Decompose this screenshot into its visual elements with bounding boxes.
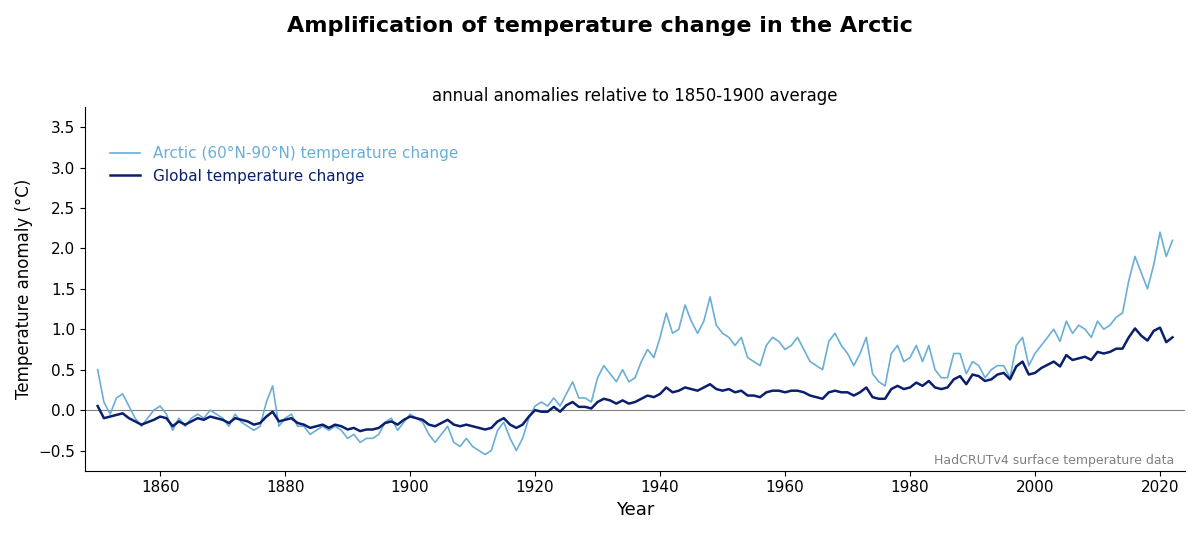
Arctic (60°N-90°N) temperature change [1052,338,1067,344]
Global temperature change [684,386,698,392]
Arctic (60°N-90°N) temperature change [1165,237,1180,244]
Arctic (60°N-90°N) temperature change [1153,229,1168,235]
Arctic (60°N-90°N) temperature change [491,427,505,434]
Arctic (60°N-90°N) temperature change [616,366,630,373]
Legend: Arctic (60°N-90°N) temperature change, Global temperature change: Arctic (60°N-90°N) temperature change, G… [103,140,464,190]
X-axis label: Year: Year [616,501,654,519]
Arctic (60°N-90°N) temperature change [684,318,698,324]
Global temperature change [90,403,104,409]
Global temperature change [878,396,893,402]
Global temperature change [353,428,367,434]
Text: Amplification of temperature change in the Arctic: Amplification of temperature change in t… [287,16,913,36]
Arctic (60°N-90°N) temperature change [878,383,893,389]
Arctic (60°N-90°N) temperature change [916,358,930,365]
Title: annual anomalies relative to 1850-1900 average: annual anomalies relative to 1850-1900 a… [432,88,838,105]
Global temperature change [1052,363,1067,370]
Arctic (60°N-90°N) temperature change [90,366,104,373]
Y-axis label: Temperature anomaly (°C): Temperature anomaly (°C) [16,179,34,399]
Global temperature change [1153,325,1168,331]
Global temperature change [491,418,505,425]
Arctic (60°N-90°N) temperature change [478,451,492,458]
Text: HadCRUTv4 surface temperature data: HadCRUTv4 surface temperature data [934,454,1174,467]
Line: Global temperature change: Global temperature change [97,328,1172,431]
Global temperature change [916,383,930,389]
Global temperature change [1165,334,1180,341]
Global temperature change [616,397,630,404]
Line: Arctic (60°N-90°N) temperature change: Arctic (60°N-90°N) temperature change [97,232,1172,454]
